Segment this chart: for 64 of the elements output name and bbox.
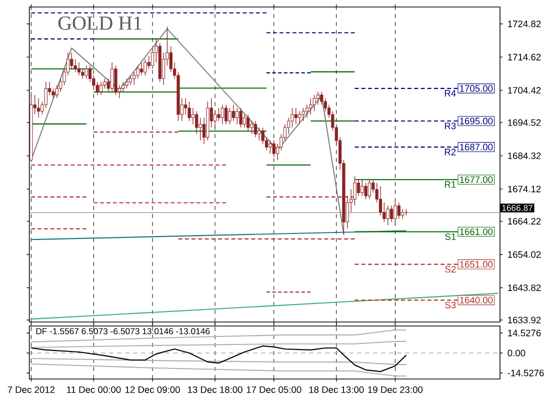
legend-label: R1: [444, 181, 456, 188]
candlestick: [287, 117, 290, 134]
x-tick-label: 17 Dec 05:00: [246, 386, 302, 393]
y-tick-label: 1694.52: [508, 119, 541, 126]
y-tick-label: 1704.42: [508, 87, 541, 94]
candlestick: [150, 49, 154, 70]
line-series: [30, 329, 407, 343]
candlestick: [390, 205, 394, 222]
candlestick: [242, 114, 246, 128]
candlestick: [36, 98, 40, 118]
candlestick: [128, 75, 132, 86]
data-label: 1651.00: [460, 261, 493, 268]
candlestick: [356, 179, 360, 196]
y-tick-label: 1724.82: [508, 20, 541, 28]
candlestick: [213, 110, 217, 128]
legend-label: R4: [444, 90, 456, 96]
y-tick-label: 1684.32: [508, 152, 541, 160]
x-tick-label: 19 Dec 23:00: [368, 386, 423, 393]
candlestick: [77, 62, 81, 76]
candlestick: [294, 108, 298, 125]
line-series: [30, 28, 344, 235]
y-tick-label: 1633.92: [508, 316, 541, 324]
y-tick-label: 1714.62: [508, 54, 541, 60]
legend-label: S1: [445, 233, 456, 240]
chart-title: DF -1.5567 6.5073 -6.5073 13.0146 -13.0146: [36, 328, 210, 334]
candlestick: [224, 104, 228, 125]
line-series: [30, 358, 407, 366]
candlestick: [305, 104, 309, 118]
data-label: 1705.00: [460, 85, 493, 92]
data-label: 1695.00: [460, 118, 493, 124]
line-series: [30, 363, 407, 377]
ref-line-label: 1666.87: [502, 204, 532, 212]
y-tick-label: -14.5276: [508, 370, 544, 376]
y-tick-label: 1674.12: [508, 186, 541, 192]
candlestick: [254, 120, 258, 138]
data-label: 1687.00: [460, 144, 493, 150]
y-tick-label: 14.5276: [508, 330, 541, 336]
candlestick: [99, 82, 103, 96]
chart-title: GOLD H1: [58, 16, 142, 30]
y-tick-label: 1643.82: [508, 284, 541, 292]
candlestick: [378, 186, 382, 216]
x-tick-label: 7 Dec 2012: [8, 386, 55, 393]
y-tick-label: 1664.22: [508, 218, 541, 225]
legend-label: S3: [445, 302, 456, 308]
legend-label: R3: [444, 122, 456, 130]
candlestick: [368, 179, 372, 200]
x-tick-label: 18 Dec 13:00: [309, 386, 364, 393]
data-label: 1661.00: [460, 228, 493, 236]
candlestick: [140, 62, 144, 76]
data-label: 1677.00: [460, 176, 493, 183]
x-tick-label: 11 Dec 00:00: [66, 386, 121, 393]
line-series: [30, 340, 407, 348]
y-tick-label: 1654.02: [508, 251, 541, 258]
data-label: 1640.00: [460, 296, 493, 304]
candlestick: [110, 62, 114, 92]
x-tick-label: 13 Dec 18:00: [188, 386, 242, 393]
candlestick: [88, 65, 92, 82]
legend-label: S2: [445, 266, 456, 273]
legend-label: R2: [444, 148, 456, 156]
x-tick-label: 12 Dec 09:00: [125, 386, 180, 393]
candlestick: [191, 108, 195, 125]
candlestick: [316, 91, 320, 106]
candlestick: [401, 208, 404, 220]
y-tick-label: 0.00: [508, 350, 526, 356]
